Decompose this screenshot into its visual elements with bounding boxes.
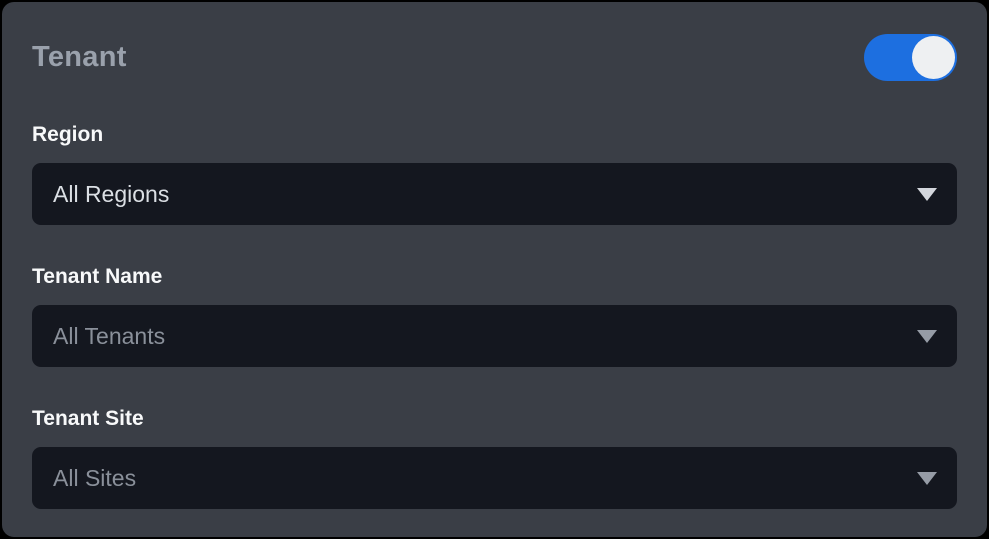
field-tenant-site: Tenant Site All Sites (32, 406, 957, 509)
tenant-site-select[interactable]: All Sites (32, 447, 957, 509)
region-select[interactable]: All Regions (32, 163, 957, 225)
tenant-name-select[interactable]: All Tenants (32, 305, 957, 367)
panel-header: Tenant (32, 32, 957, 82)
tenant-name-label: Tenant Name (32, 265, 163, 288)
tenant-site-select-value: All Sites (53, 464, 137, 491)
chevron-down-icon (917, 187, 937, 201)
tenant-name-select-value: All Tenants (53, 322, 166, 349)
region-select-value: All Regions (53, 180, 170, 207)
field-region: Region All Regions (32, 122, 957, 225)
tenant-site-label: Tenant Site (32, 407, 144, 430)
field-tenant-name: Tenant Name All Tenants (32, 264, 957, 367)
panel-title: Tenant (32, 40, 127, 73)
chevron-down-icon (917, 329, 937, 343)
region-label: Region (32, 123, 104, 146)
toggle-knob (912, 35, 955, 79)
tenant-toggle[interactable] (864, 33, 957, 81)
chevron-down-icon (917, 471, 937, 485)
